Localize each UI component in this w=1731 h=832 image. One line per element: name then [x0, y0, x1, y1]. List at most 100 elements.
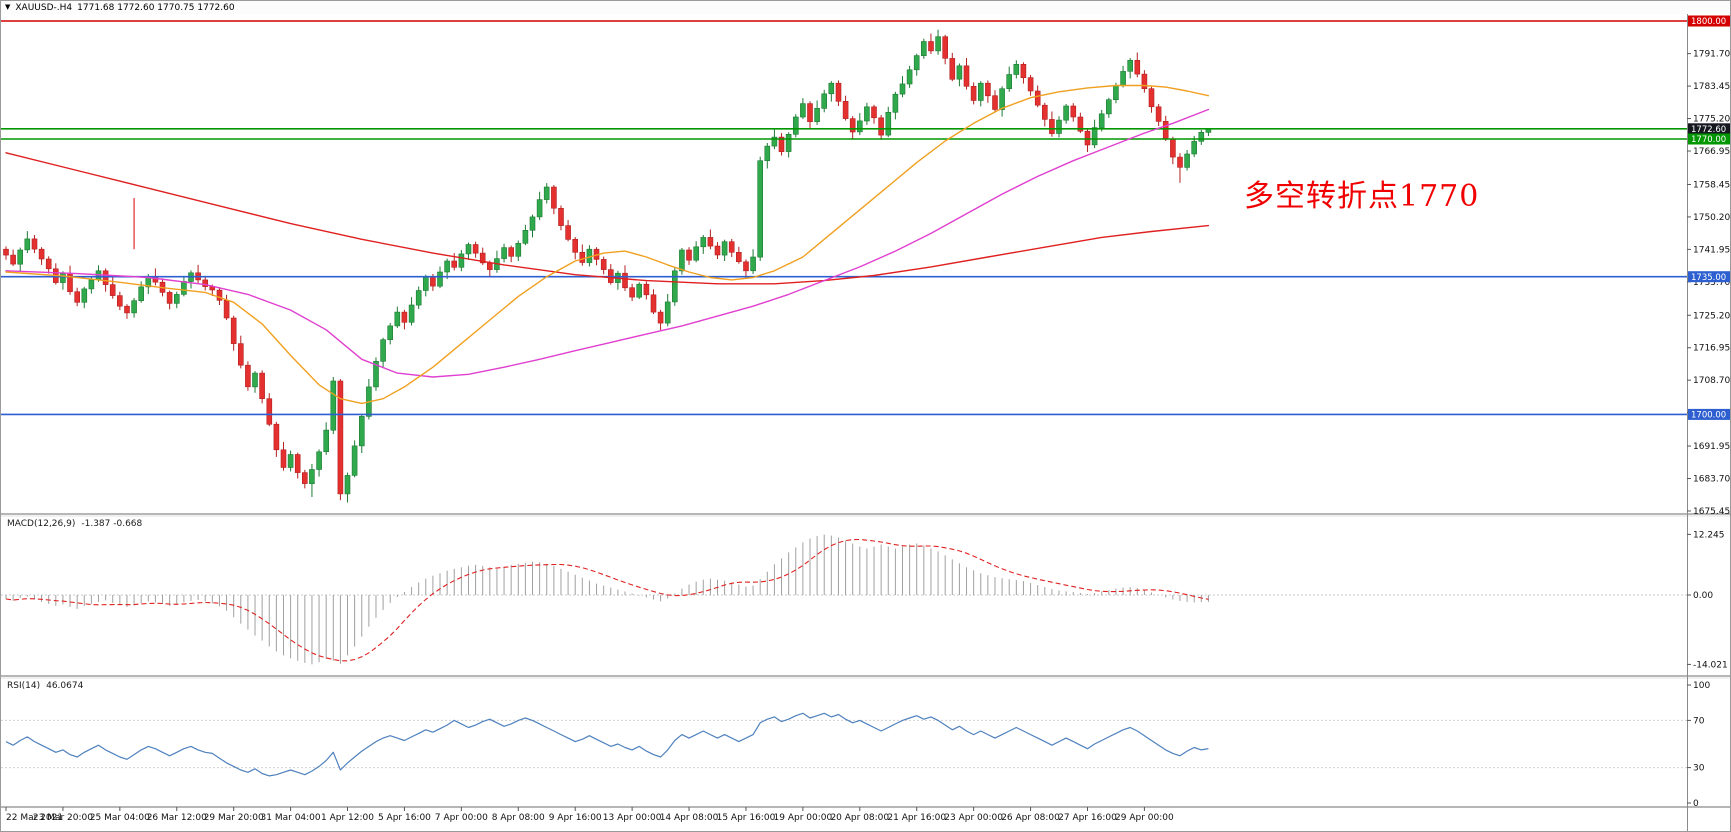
macd-pane: [1, 534, 1687, 665]
candle-down: [1155, 106, 1162, 122]
price-axis-label: 1775.20: [1693, 115, 1730, 125]
candle-down: [579, 252, 586, 263]
candle-up: [856, 120, 863, 133]
candle-down: [643, 283, 650, 296]
candle-down: [871, 106, 877, 119]
candle-up: [800, 103, 806, 118]
time-axis-label: 25 Mar 04:00: [90, 813, 150, 823]
time-axis-label: 9 Apr 16:00: [549, 813, 602, 823]
macd-indicator-label: MACD(12,26,9) -1.387 -0.668: [7, 519, 142, 529]
candle-down: [280, 449, 287, 468]
candle-down: [223, 299, 230, 319]
candle-down: [38, 248, 45, 260]
price-scale[interactable]: 1791.70 1783.45 1775.20 1766.95 1758.45 1750.…: [1687, 15, 1731, 810]
candle-up: [771, 136, 778, 147]
candle-up: [415, 290, 422, 306]
candle-down: [124, 305, 130, 314]
candle-up: [821, 93, 828, 109]
pane-separators[interactable]: [1, 513, 1731, 808]
candle-down: [928, 41, 934, 52]
candle-down: [714, 245, 721, 256]
candle-up: [358, 416, 365, 447]
candle-down: [842, 101, 849, 119]
candle-up: [380, 339, 386, 362]
price-axis-label: 1683.70: [1693, 475, 1730, 485]
candle-down: [992, 95, 998, 110]
candle-up: [764, 145, 771, 162]
time-axis-label: 7 Apr 00:00: [435, 813, 488, 823]
candle-down: [558, 208, 564, 226]
candle-up: [1198, 132, 1205, 142]
candle-up: [437, 271, 443, 287]
price-axis-label: 1758.45: [1693, 180, 1730, 190]
candle-up: [700, 237, 707, 248]
candle-down: [1070, 105, 1077, 118]
candle-down: [238, 343, 244, 366]
candle-up: [757, 160, 764, 258]
candle-up: [529, 216, 536, 231]
price-axis-label: 1708.70: [1693, 376, 1730, 386]
candle-down: [1042, 104, 1048, 120]
price-tag-text: 1700.00: [1691, 411, 1726, 421]
candle-up: [174, 294, 180, 304]
candle-up: [885, 112, 892, 136]
rsi-axis-label: 30: [1693, 764, 1705, 774]
symbol-dropdown-icon[interactable]: ▼: [5, 3, 11, 11]
candle-up: [679, 249, 685, 272]
candle-up: [501, 247, 507, 259]
candle-up: [913, 55, 920, 71]
rsi-line: [5, 712, 1209, 777]
price-axis-label: 1691.95: [1693, 442, 1730, 452]
candle-up: [1191, 141, 1197, 155]
candle-down: [878, 117, 884, 136]
time-axis-label: 5 Apr 16:00: [378, 813, 431, 823]
candle-up: [24, 238, 31, 251]
candle-down: [266, 398, 273, 425]
ma-orange-fast: [5, 84, 1210, 405]
candle-down: [835, 82, 842, 102]
candle-up: [1013, 63, 1020, 75]
candle-down: [1141, 73, 1148, 89]
candle-up: [1127, 59, 1133, 72]
candle-down: [728, 241, 735, 253]
candle-up: [693, 246, 700, 261]
candle-down: [45, 258, 52, 270]
candle-down: [202, 279, 208, 287]
rsi-axis-label: 70: [1693, 716, 1705, 726]
candle-down: [259, 372, 265, 400]
candle-down: [735, 252, 742, 263]
time-axis-label: 23 Mar 20:00: [33, 813, 93, 823]
price-tag-1700.00: [1688, 408, 1730, 420]
candle-down: [686, 249, 692, 261]
candle-up: [906, 69, 913, 85]
candle-up: [935, 36, 941, 52]
candle-up: [1184, 153, 1190, 168]
candle-up: [999, 88, 1005, 110]
candle-up: [671, 270, 678, 303]
price-tag-1800.00: [1688, 15, 1730, 27]
price-level-lines[interactable]: [1, 20, 1687, 416]
price-tag-text: 1735.00: [1691, 273, 1726, 283]
candle-up: [892, 93, 899, 113]
price-tag-1770.00: [1688, 133, 1730, 145]
rsi-name: RSI(14): [7, 681, 41, 691]
candle-up: [444, 260, 450, 273]
candle-down: [1027, 77, 1034, 92]
candle-down: [1020, 63, 1027, 78]
candle-up: [330, 380, 337, 431]
candle-down: [430, 276, 436, 287]
price-tag-1772.60: [1688, 123, 1730, 135]
annotation-text: 多空转折点1770: [1244, 179, 1480, 214]
candle-up: [536, 199, 543, 218]
candle-up: [792, 116, 799, 135]
time-axis-label: 26 Mar 12:00: [147, 813, 207, 823]
candle-up: [956, 65, 963, 80]
price-tag-text: 1772.60: [1691, 125, 1726, 135]
candle-down: [942, 36, 949, 59]
candle-down: [1177, 156, 1183, 168]
candle-down: [963, 65, 970, 87]
candle-down: [31, 238, 38, 250]
price-tag-text: 1800.00: [1691, 17, 1726, 27]
